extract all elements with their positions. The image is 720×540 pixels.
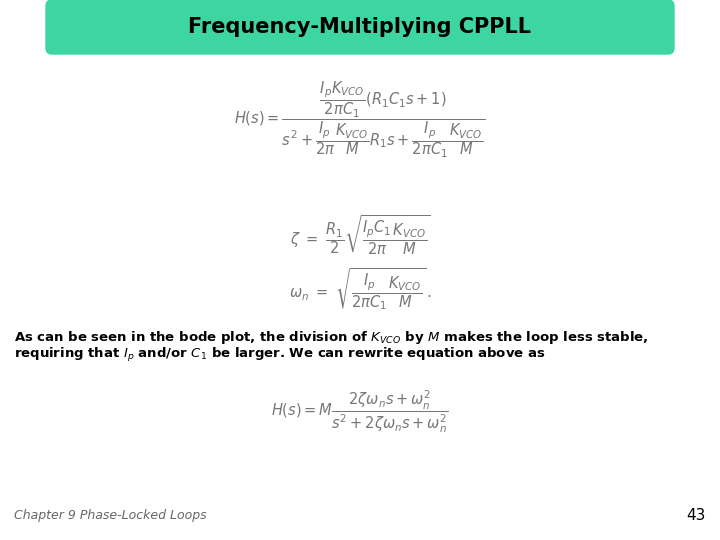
FancyBboxPatch shape	[46, 0, 674, 54]
Text: $\omega_n \ = \ \sqrt{\dfrac{I_p}{2\pi C_1}\dfrac{K_{VCO}}{M}}\,.$: $\omega_n \ = \ \sqrt{\dfrac{I_p}{2\pi C…	[289, 267, 431, 313]
Text: Frequency-Multiplying CPPLL: Frequency-Multiplying CPPLL	[189, 17, 531, 37]
Text: Chapter 9 Phase-Locked Loops: Chapter 9 Phase-Locked Loops	[14, 510, 207, 523]
Text: $\zeta \ = \ \dfrac{R_1}{2}\sqrt{\dfrac{I_p C_1}{2\pi}\dfrac{K_{VCO}}{M}}$: $\zeta \ = \ \dfrac{R_1}{2}\sqrt{\dfrac{…	[289, 213, 431, 257]
Text: $H(s) = \dfrac{\dfrac{I_p K_{VCO}}{2\pi C_1}(R_1 C_1 s + 1)}{s^2 + \dfrac{I_p}{2: $H(s) = \dfrac{\dfrac{I_p K_{VCO}}{2\pi …	[235, 80, 485, 160]
Text: 43: 43	[687, 509, 706, 523]
Text: As can be seen in the bode plot, the division of $K_{VCO}$ by $M$ makes the loop: As can be seen in the bode plot, the div…	[14, 329, 649, 347]
Text: $H(s) = M\dfrac{2\zeta\omega_n s + \omega_n^2}{s^2 + 2\zeta\omega_n s + \omega_n: $H(s) = M\dfrac{2\zeta\omega_n s + \omeg…	[271, 388, 449, 435]
Text: requiring that $I_p$ and/or $C_1$ be larger. We can rewrite equation above as: requiring that $I_p$ and/or $C_1$ be lar…	[14, 346, 546, 364]
